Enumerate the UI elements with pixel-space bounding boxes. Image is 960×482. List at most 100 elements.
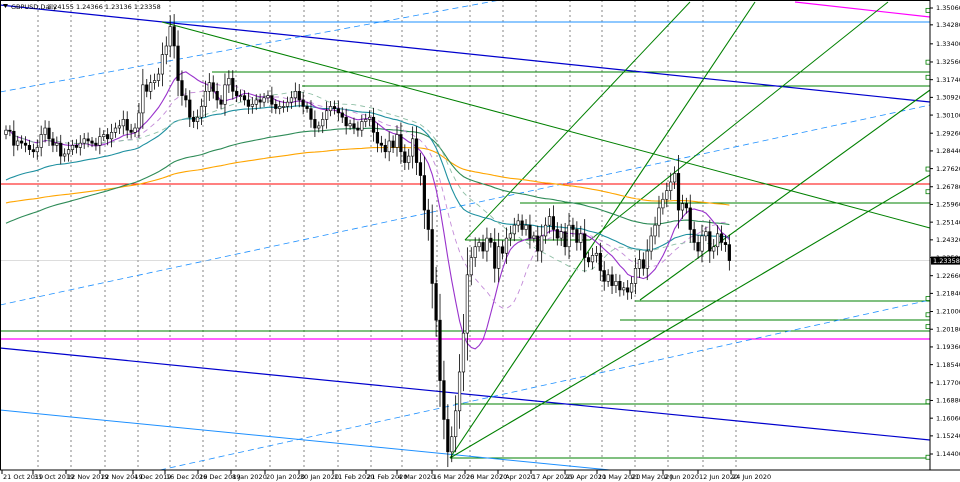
price-tick-label: 1.25960 bbox=[936, 201, 960, 209]
bullish-candle bbox=[141, 84, 145, 114]
bullish-candle bbox=[195, 116, 200, 122]
channel-line bbox=[464, 1, 691, 241]
bullish-candle bbox=[579, 233, 583, 243]
bullish-candle bbox=[266, 95, 270, 99]
bearish-candle bbox=[403, 151, 407, 163]
bullish-candle bbox=[532, 235, 536, 239]
bearish-candle bbox=[86, 138, 90, 142]
time-tick-label: 8 Jan 2020 bbox=[232, 473, 267, 481]
bullish-candle bbox=[594, 252, 599, 256]
bearish-candle bbox=[500, 246, 505, 254]
bearish-candle bbox=[708, 231, 712, 252]
bullish-candle bbox=[254, 99, 258, 105]
bullish-candle bbox=[156, 73, 161, 81]
bullish-candle bbox=[465, 274, 469, 334]
bearish-candle bbox=[31, 149, 35, 153]
bullish-candle bbox=[239, 95, 243, 97]
time-tick-label: 24 Jun 2020 bbox=[732, 473, 771, 481]
bearish-candle bbox=[684, 203, 688, 209]
bullish-candle bbox=[716, 233, 720, 248]
price-marker bbox=[925, 166, 931, 172]
bearish-candle bbox=[184, 95, 188, 101]
time-tick-label: 26 Mar 2020 bbox=[466, 473, 507, 481]
time-tick-label: 4 Dec 2019 bbox=[134, 473, 171, 481]
price-tick-label: 1.30920 bbox=[936, 94, 960, 102]
bearish-candle bbox=[297, 91, 301, 101]
bullish-candle bbox=[137, 112, 141, 129]
bearish-candle bbox=[438, 319, 442, 381]
bearish-candle bbox=[125, 119, 129, 131]
bearish-candle bbox=[356, 127, 360, 131]
bullish-candle bbox=[360, 121, 364, 131]
bearish-candle bbox=[242, 95, 247, 101]
bearish-candle bbox=[391, 140, 395, 148]
bearish-candle bbox=[8, 129, 12, 132]
bullish-candle bbox=[78, 142, 82, 148]
trend-line bbox=[0, 104, 931, 306]
time-tick-label: 30 Jan 2020 bbox=[300, 473, 339, 481]
bullish-candle bbox=[680, 203, 685, 211]
trend-line bbox=[161, 21, 931, 229]
current-price-label: 1.23358 bbox=[933, 257, 960, 265]
bullish-candle bbox=[653, 224, 657, 237]
bullish-candle bbox=[540, 235, 544, 252]
bearish-candle bbox=[489, 237, 493, 243]
chart-header: GBPUSD,Daily 1.24155 1.24366 1.23136 1.2… bbox=[3, 3, 161, 11]
moving-average-line bbox=[5, 105, 730, 251]
trend-line bbox=[794, 1, 931, 18]
time-tick-label: 21 Oct 2019 bbox=[3, 473, 43, 481]
bullish-candle bbox=[152, 80, 157, 83]
bullish-candle bbox=[543, 224, 548, 237]
bullish-candle bbox=[477, 242, 481, 248]
time-tick-label: 21 May 2020 bbox=[631, 473, 673, 481]
bullish-candle bbox=[250, 103, 254, 107]
price-marker bbox=[925, 296, 931, 301]
bearish-candle bbox=[551, 216, 555, 230]
price-tick-label: 1.20180 bbox=[936, 325, 960, 333]
bullish-candle bbox=[524, 224, 528, 230]
time-tick-label: 4 Mar 2020 bbox=[398, 473, 435, 481]
price-tick-label: 1.28440 bbox=[936, 147, 960, 155]
bullish-candle bbox=[411, 138, 415, 157]
price-marker bbox=[925, 454, 931, 460]
price-marker bbox=[925, 399, 931, 405]
bearish-candle bbox=[641, 259, 645, 269]
price-scale[interactable]: 1.35060 1.34280 1.33400 1.32560 1.31740 1.309… bbox=[930, 4, 960, 458]
trend-line bbox=[0, 409, 611, 471]
bearish-candle bbox=[180, 80, 184, 96]
price-tick-label: 1.26780 bbox=[936, 183, 960, 191]
bullish-candle bbox=[629, 283, 634, 293]
price-tick-label: 1.27620 bbox=[936, 165, 960, 173]
price-tick-label: 1.33400 bbox=[936, 40, 960, 48]
triangle-down-icon[interactable] bbox=[3, 4, 8, 8]
bullish-candle bbox=[203, 91, 208, 107]
bullish-candle bbox=[35, 147, 39, 153]
price-tick-label: 1.31740 bbox=[936, 76, 960, 84]
price-tick-label: 1.29260 bbox=[936, 129, 960, 137]
bullish-candle bbox=[387, 140, 391, 153]
bullish-candle bbox=[117, 125, 121, 129]
bullish-candle bbox=[325, 110, 329, 120]
bearish-candle bbox=[215, 91, 219, 101]
bearish-candle bbox=[723, 242, 728, 245]
bearish-candle bbox=[51, 138, 55, 146]
bearish-candle bbox=[336, 108, 340, 114]
axes bbox=[0, 0, 960, 471]
bullish-candle bbox=[262, 97, 266, 103]
time-tick-label: 2 Jun 2020 bbox=[664, 473, 699, 481]
moving-average-line bbox=[5, 84, 730, 309]
bullish-candle bbox=[461, 332, 466, 373]
price-tick-label: 1.17700 bbox=[936, 379, 960, 387]
bearish-candle bbox=[47, 127, 51, 140]
bearish-candle bbox=[399, 134, 403, 153]
bullish-candle bbox=[637, 259, 642, 269]
price-marker bbox=[925, 74, 931, 80]
bearish-candle bbox=[258, 99, 262, 103]
price-marker bbox=[925, 59, 931, 65]
bullish-candle bbox=[63, 153, 67, 157]
bearish-candle bbox=[145, 84, 149, 92]
bullish-candle bbox=[633, 268, 638, 284]
bullish-candle bbox=[469, 257, 473, 276]
